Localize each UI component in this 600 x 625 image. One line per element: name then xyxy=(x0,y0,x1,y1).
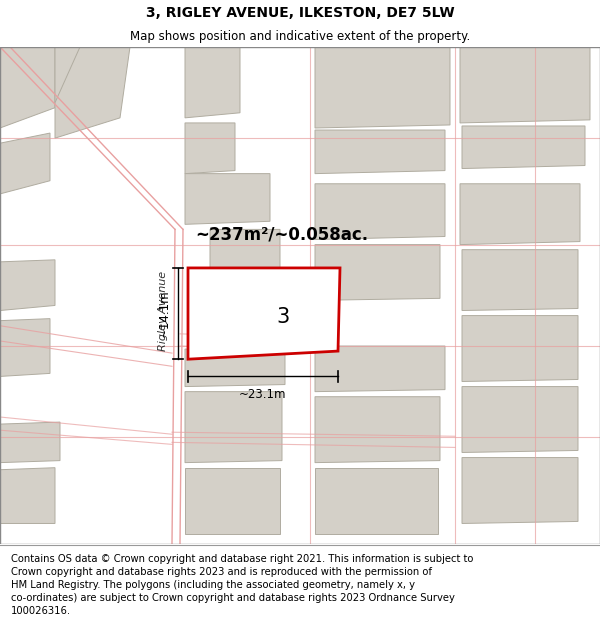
Polygon shape xyxy=(0,47,55,128)
Polygon shape xyxy=(460,184,580,244)
Text: ~23.1m: ~23.1m xyxy=(239,388,287,401)
Polygon shape xyxy=(210,229,280,280)
Polygon shape xyxy=(315,468,438,534)
Text: 3: 3 xyxy=(277,307,290,327)
Text: Contains OS data © Crown copyright and database right 2021. This information is : Contains OS data © Crown copyright and d… xyxy=(11,554,473,616)
Polygon shape xyxy=(315,184,445,239)
Polygon shape xyxy=(462,126,585,169)
Polygon shape xyxy=(185,47,240,118)
Polygon shape xyxy=(0,468,55,524)
Polygon shape xyxy=(462,249,578,311)
Text: Map shows position and indicative extent of the property.: Map shows position and indicative extent… xyxy=(130,30,470,43)
Text: ~14.1m: ~14.1m xyxy=(157,290,170,338)
Polygon shape xyxy=(185,392,282,462)
Text: ~237m²/~0.058ac.: ~237m²/~0.058ac. xyxy=(195,226,368,244)
Polygon shape xyxy=(55,47,130,138)
Polygon shape xyxy=(0,422,60,462)
Polygon shape xyxy=(315,244,440,301)
Polygon shape xyxy=(460,47,590,123)
Polygon shape xyxy=(315,130,445,174)
Polygon shape xyxy=(0,319,50,376)
Polygon shape xyxy=(462,387,578,452)
Polygon shape xyxy=(185,349,285,387)
Polygon shape xyxy=(55,47,100,102)
Polygon shape xyxy=(0,260,55,311)
Text: 3, RIGLEY AVENUE, ILKESTON, DE7 5LW: 3, RIGLEY AVENUE, ILKESTON, DE7 5LW xyxy=(146,6,454,20)
Polygon shape xyxy=(185,468,280,534)
Polygon shape xyxy=(462,316,578,381)
Polygon shape xyxy=(185,174,270,224)
Text: Rigley Avenue: Rigley Avenue xyxy=(158,271,168,351)
Polygon shape xyxy=(315,397,440,462)
Polygon shape xyxy=(462,458,578,524)
Polygon shape xyxy=(315,47,450,128)
Polygon shape xyxy=(315,346,445,392)
Polygon shape xyxy=(185,123,235,174)
Polygon shape xyxy=(0,133,50,194)
Polygon shape xyxy=(188,268,340,359)
